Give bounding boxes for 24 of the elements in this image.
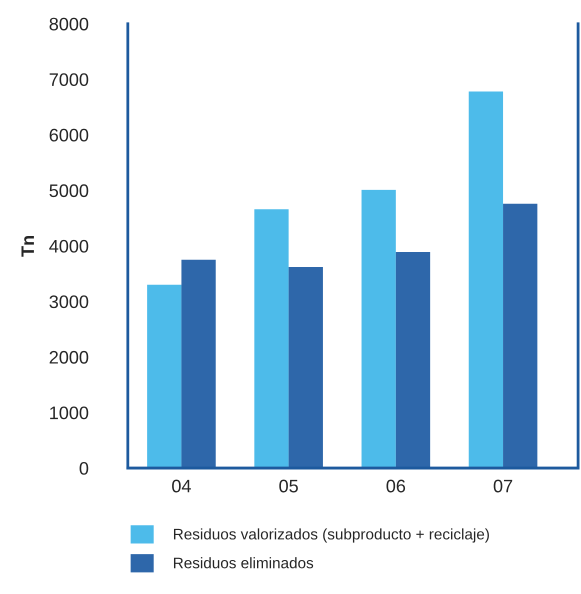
legend-label: Residuos eliminados — [174, 557, 314, 568]
bar — [362, 190, 396, 468]
y-tick-label: 4000 — [49, 240, 88, 253]
y-tick-label: 0 — [80, 462, 88, 475]
x-tick-label: 07 — [494, 480, 512, 492]
bar — [147, 284, 182, 468]
bar — [288, 267, 323, 468]
x-tick-label: 05 — [279, 480, 298, 492]
bar — [396, 252, 430, 468]
y-tick-label: 8000 — [50, 18, 88, 30]
y-tick-label: 2000 — [50, 350, 88, 364]
bar — [254, 209, 289, 468]
y-tick-label: 5000 — [49, 184, 88, 198]
y-tick-label: 1000 — [50, 406, 88, 420]
x-tick-label: 04 — [172, 480, 191, 492]
y-tick-label: 3000 — [49, 295, 88, 308]
legend-label: Residuos valorizados (subproducto + reciclaje) — [174, 528, 489, 543]
bar — [503, 204, 538, 468]
bar — [181, 260, 216, 468]
bar — [468, 92, 504, 468]
x-tick-label: 06 — [386, 480, 406, 492]
y-tick-label: 7000 — [50, 73, 88, 86]
y-axis-title: Tn — [21, 236, 34, 257]
y-tick-label: 6000 — [50, 128, 88, 142]
